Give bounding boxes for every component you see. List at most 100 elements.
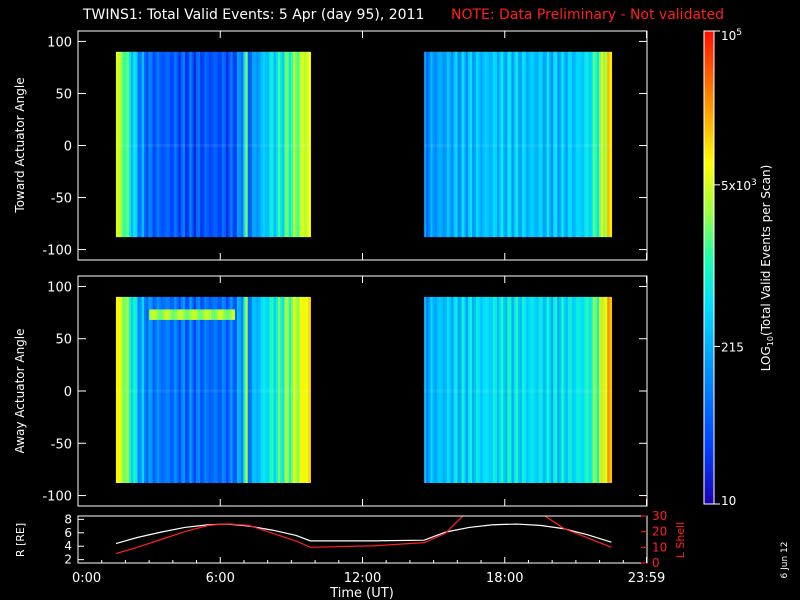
heatmap-band-cell bbox=[213, 309, 216, 320]
heatmap-cell bbox=[563, 51, 567, 238]
heatmap-cell bbox=[517, 51, 521, 238]
heatmap-band-cell bbox=[153, 309, 157, 320]
heatmap-cell bbox=[299, 296, 303, 483]
heatmap-cell bbox=[204, 51, 208, 238]
heatmap-cell bbox=[513, 51, 517, 238]
heatmap-cell bbox=[494, 51, 498, 238]
colorbar-gradient bbox=[704, 31, 714, 504]
y-tick-label: 100 bbox=[47, 35, 72, 50]
heatmap-cell bbox=[217, 51, 221, 238]
heatmap-cell bbox=[176, 51, 180, 238]
heatmap-cell bbox=[293, 51, 296, 238]
heatmap-cell bbox=[476, 51, 479, 238]
heatmap-cell bbox=[239, 51, 242, 238]
heatmap-cell bbox=[195, 51, 199, 238]
heatmap-cell bbox=[128, 296, 132, 483]
heatmap-cell bbox=[286, 296, 290, 483]
heatmap-cell bbox=[601, 51, 604, 238]
heatmap-cell bbox=[228, 51, 232, 238]
heatmap-cell bbox=[172, 296, 175, 483]
heatmap-cell bbox=[280, 296, 283, 483]
heatmap-cell bbox=[141, 51, 145, 238]
heatmap-cell bbox=[584, 51, 588, 238]
heatmap-cell bbox=[517, 296, 521, 483]
heatmap-cell bbox=[569, 51, 573, 238]
heatmap-cell bbox=[586, 51, 590, 238]
heatmap-cell bbox=[457, 51, 461, 238]
heatmap-cell bbox=[501, 51, 504, 238]
colorbar-label: LOG10(Total Valid Events per Scan) bbox=[759, 165, 775, 372]
time-tick-label: 18:00 bbox=[486, 571, 523, 586]
heatmap-cell bbox=[461, 51, 465, 238]
heatmap-cell bbox=[426, 296, 429, 483]
heatmap-cell bbox=[156, 51, 160, 238]
heatmap-cell bbox=[586, 296, 590, 483]
toward-ylabel: Toward Actuator Angle bbox=[13, 77, 27, 213]
time-tick-label: 6:00 bbox=[206, 571, 235, 586]
heatmap-band-cell bbox=[230, 309, 233, 320]
heatmap-cell bbox=[202, 51, 206, 238]
heatmap-cell bbox=[269, 296, 273, 483]
heatmap-cell bbox=[161, 51, 165, 238]
heatmap-cell bbox=[515, 296, 519, 483]
heatmap-band-cell bbox=[159, 309, 163, 320]
heatmap-band-cell bbox=[196, 309, 199, 320]
heatmap-cell bbox=[430, 296, 434, 483]
heatmap-cell bbox=[247, 296, 251, 483]
heatmap-cell bbox=[459, 296, 463, 483]
heatmap-cell bbox=[256, 296, 260, 483]
heatmap-cell bbox=[546, 51, 550, 238]
heatmap-cell bbox=[249, 51, 253, 238]
heatmap-cell bbox=[442, 296, 446, 483]
heatmap-cell bbox=[544, 296, 548, 483]
heatmap-cell bbox=[538, 51, 542, 238]
heatmap-cell bbox=[511, 51, 515, 238]
heatmap-band-cell bbox=[151, 309, 154, 320]
heatmap-cell bbox=[120, 51, 124, 238]
heatmap-cell bbox=[553, 296, 556, 483]
y-tick-label: -100 bbox=[42, 244, 72, 259]
heatmap-cell bbox=[213, 51, 216, 238]
heatmap-band-cell bbox=[164, 309, 167, 320]
orbit-panel-frame bbox=[77, 515, 648, 564]
heatmap-band-cell bbox=[204, 309, 208, 320]
heatmap-cell bbox=[447, 296, 450, 483]
heatmap-cell bbox=[524, 296, 527, 483]
heatmap-cell bbox=[555, 296, 558, 483]
heatmap-band-cell bbox=[168, 309, 172, 320]
heatmap-cell bbox=[576, 296, 579, 483]
heatmap-cell bbox=[288, 51, 292, 238]
heatmap-band-cell bbox=[198, 309, 201, 320]
heatmap-cell bbox=[167, 296, 171, 483]
heatmap-cell bbox=[252, 296, 255, 483]
heatmap-cell bbox=[551, 51, 554, 238]
heatmap-cell bbox=[180, 296, 184, 483]
heatmap-band-cell bbox=[215, 309, 218, 320]
heatmap-band-cell bbox=[161, 309, 165, 320]
heatmap-cell bbox=[126, 296, 130, 483]
heatmap-cell bbox=[428, 296, 431, 483]
heatmap-cell bbox=[442, 51, 446, 238]
heatmap-cell bbox=[148, 296, 152, 483]
heatmap-cell bbox=[198, 51, 201, 238]
heatmap-cell bbox=[206, 51, 210, 238]
preliminary-note: NOTE: Data Preliminary - Not validated bbox=[451, 7, 725, 23]
heatmap-cell bbox=[280, 51, 283, 238]
heatmap-cell bbox=[174, 296, 178, 483]
heatmap-cell bbox=[580, 296, 583, 483]
heatmap-cell bbox=[193, 51, 197, 238]
heatmap-cell bbox=[594, 51, 598, 238]
heatmap-cell bbox=[507, 296, 511, 483]
heatmap-cell bbox=[561, 296, 565, 483]
heatmap-cell bbox=[515, 51, 519, 238]
heatmap-cell bbox=[553, 51, 556, 238]
heatmap-cell bbox=[459, 51, 463, 238]
heatmap-cell bbox=[511, 296, 515, 483]
heatmap-cell bbox=[150, 296, 154, 483]
lshell-tick-label: 20 bbox=[652, 525, 667, 539]
heatmap-cell bbox=[492, 296, 496, 483]
heatmap-cell bbox=[306, 51, 309, 238]
heatmap-cell bbox=[438, 296, 442, 483]
heatmap-band-cell bbox=[202, 309, 206, 320]
heatmap-cell bbox=[131, 296, 134, 483]
